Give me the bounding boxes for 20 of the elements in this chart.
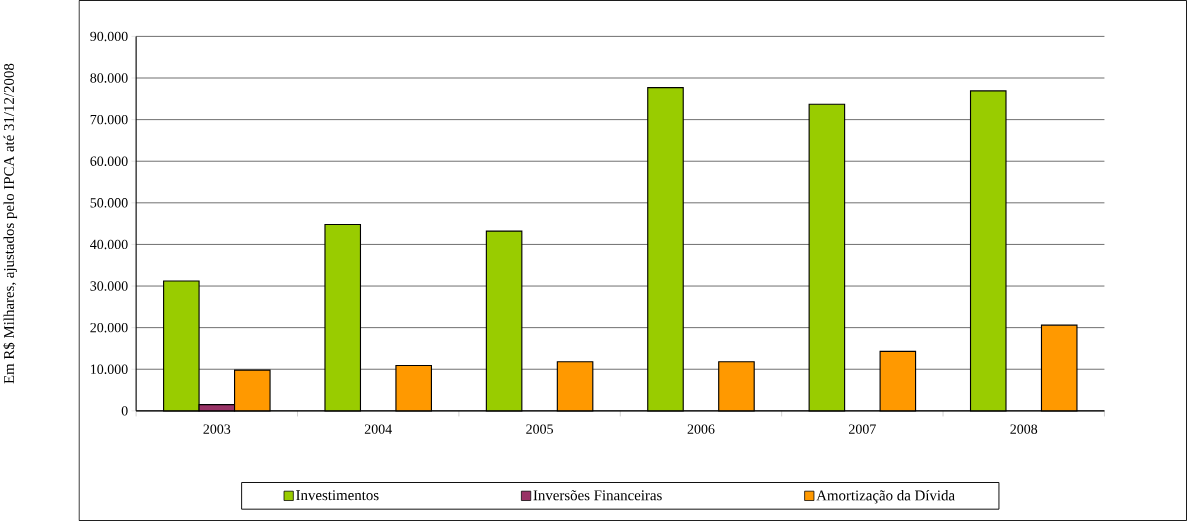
- y-tick-label: 60.000: [90, 156, 128, 166]
- y-tick-label: 90.000: [90, 31, 128, 42]
- x-tick-label: 2005: [526, 424, 553, 434]
- y-tick-label: 70.000: [90, 114, 128, 125]
- x-tick-label: 2007: [849, 424, 876, 434]
- x-tick-label: 2003: [203, 424, 231, 434]
- legend-label: Amortização da Dívida: [816, 489, 955, 504]
- y-tick-label: 0: [121, 406, 128, 416]
- x-tick-label: 2004: [364, 424, 392, 434]
- y-tick-label: 50.000: [90, 198, 128, 208]
- y-tick-label: 30.000: [90, 281, 128, 291]
- x-tick-label: 2008: [1010, 424, 1038, 434]
- y-tick-label: 20.000: [90, 322, 128, 333]
- y-tick-label: 10.000: [91, 364, 128, 374]
- x-tick-label: 2006: [687, 424, 715, 434]
- legend-label: Inversões Financeiras: [533, 490, 662, 501]
- y-tick-label: 80.000: [90, 73, 128, 83]
- y-axis-title: Em R$ Milhares, ajustados pelo IPCA até 31/12/2008: [3, 63, 18, 384]
- y-tick-label: 40.000: [90, 239, 128, 250]
- legend-label: Investimentos: [296, 490, 379, 501]
